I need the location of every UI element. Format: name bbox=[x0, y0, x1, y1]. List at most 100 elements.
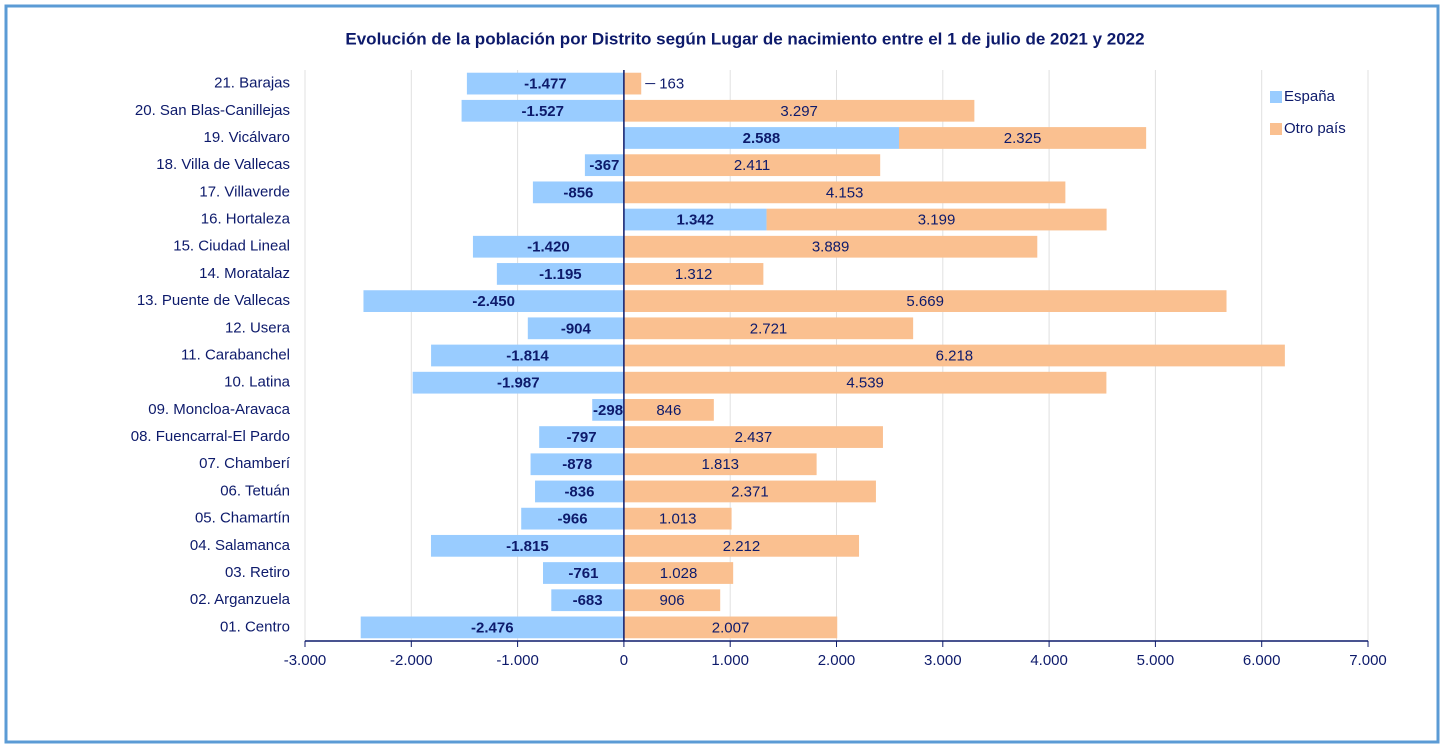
y-tick-label: 21. Barajas bbox=[214, 75, 290, 92]
y-tick-label: 07. Chamberí bbox=[199, 455, 291, 472]
data-label: 1.342 bbox=[676, 212, 714, 229]
bar bbox=[472, 235, 624, 258]
data-label: 2.325 bbox=[1004, 130, 1042, 147]
data-label: 163 bbox=[659, 76, 684, 93]
data-label: 2.721 bbox=[750, 320, 788, 337]
x-tick-label: 4.000 bbox=[1030, 652, 1068, 669]
y-tick-label: 20. San Blas-Canillejas bbox=[135, 102, 290, 119]
data-label: 4.153 bbox=[826, 184, 864, 201]
data-label: 1.312 bbox=[675, 266, 713, 283]
x-tick-label: -3.000 bbox=[284, 652, 327, 669]
bar bbox=[535, 480, 624, 503]
bar bbox=[623, 507, 732, 530]
data-label: 3.889 bbox=[812, 239, 850, 256]
data-label: -1.420 bbox=[527, 239, 570, 256]
data-label: 2.371 bbox=[731, 483, 769, 500]
bar bbox=[623, 534, 860, 557]
y-tick-label: 14. Moratalaz bbox=[199, 265, 290, 282]
y-tick-label: 17. Villaverde bbox=[199, 183, 290, 200]
bar bbox=[521, 507, 624, 530]
x-tick-label: -1.000 bbox=[496, 652, 539, 669]
bar bbox=[899, 127, 1147, 149]
y-tick-label: 10. Latina bbox=[224, 374, 291, 391]
data-label: -878 bbox=[562, 456, 592, 473]
y-tick-label: 06. Tetuán bbox=[220, 482, 290, 499]
y-tick-label: 18. Villa de Vallecas bbox=[156, 156, 290, 173]
bar bbox=[530, 453, 624, 476]
data-label: 3.297 bbox=[780, 103, 818, 120]
data-label: -797 bbox=[567, 429, 597, 446]
x-tick-label: 2.000 bbox=[818, 652, 856, 669]
data-label: -1.987 bbox=[497, 375, 540, 392]
bar bbox=[363, 290, 624, 312]
bar bbox=[623, 235, 1038, 258]
x-tick-label: 7.000 bbox=[1349, 652, 1387, 669]
x-tick-label: 1.000 bbox=[711, 652, 749, 669]
y-tick-label: 13. Puente de Vallecas bbox=[137, 292, 290, 309]
bar bbox=[360, 616, 624, 639]
bar bbox=[623, 399, 714, 421]
data-label: 906 bbox=[660, 592, 685, 609]
data-label: -2.476 bbox=[471, 619, 514, 636]
data-label: 2.588 bbox=[743, 130, 781, 147]
data-label: -2.450 bbox=[472, 293, 515, 310]
y-tick-label: 05. Chamartín bbox=[195, 510, 290, 527]
y-tick-label: 15. Ciudad Lineal bbox=[173, 238, 290, 255]
bar bbox=[623, 616, 838, 639]
data-label: 6.218 bbox=[936, 347, 974, 364]
data-label: 2.411 bbox=[734, 157, 770, 174]
bar bbox=[623, 99, 975, 122]
legend-swatch bbox=[1270, 123, 1282, 135]
legend-swatch bbox=[1270, 91, 1282, 103]
bar bbox=[430, 534, 624, 557]
bar bbox=[766, 208, 1107, 231]
x-tick-label: 5.000 bbox=[1137, 652, 1175, 669]
y-tick-label: 12. Usera bbox=[225, 319, 291, 336]
data-label: -367 bbox=[589, 157, 619, 174]
bar bbox=[623, 344, 1285, 367]
data-label: -966 bbox=[558, 511, 588, 528]
x-tick-label: -2.000 bbox=[390, 652, 433, 669]
x-tick-label: 0 bbox=[620, 652, 628, 669]
bar bbox=[431, 344, 624, 367]
data-label: 846 bbox=[656, 402, 681, 419]
bar bbox=[623, 317, 914, 340]
bar bbox=[623, 72, 642, 95]
data-label: 2.437 bbox=[735, 429, 773, 446]
bar bbox=[584, 154, 624, 177]
bar bbox=[623, 127, 900, 149]
y-tick-label: 01. Centro bbox=[220, 618, 290, 635]
bar bbox=[623, 426, 883, 448]
data-label: 1.813 bbox=[701, 456, 739, 473]
data-label: 4.539 bbox=[846, 375, 884, 392]
bar bbox=[412, 371, 624, 394]
chart-title: Evolución de la población por Distrito s… bbox=[345, 29, 1144, 48]
data-label: -683 bbox=[573, 592, 603, 609]
bar bbox=[592, 399, 624, 421]
y-tick-label: 03. Retiro bbox=[225, 564, 290, 581]
bar bbox=[623, 181, 1066, 204]
data-label: -904 bbox=[561, 320, 592, 337]
bar bbox=[623, 290, 1227, 312]
y-tick-label: 19. Vicálvaro bbox=[204, 129, 290, 146]
data-label: -298 bbox=[593, 402, 623, 419]
x-tick-label: 6.000 bbox=[1243, 652, 1281, 669]
bar bbox=[496, 263, 624, 285]
legend-label: España bbox=[1284, 88, 1336, 105]
bar bbox=[623, 154, 881, 177]
y-tick-label: 04. Salamanca bbox=[190, 537, 291, 554]
bar bbox=[539, 426, 624, 448]
bar bbox=[623, 480, 876, 503]
bar bbox=[527, 317, 624, 340]
data-label: 1.013 bbox=[659, 511, 697, 528]
data-label: -1.195 bbox=[539, 266, 582, 283]
data-label: 1.028 bbox=[660, 565, 698, 582]
data-label: 3.199 bbox=[918, 212, 956, 229]
y-tick-label: 09. Moncloa-Aravaca bbox=[148, 401, 290, 418]
legend-label: Otro país bbox=[1284, 120, 1346, 137]
bar bbox=[623, 562, 734, 584]
data-label: 2.007 bbox=[712, 619, 750, 636]
data-label: -761 bbox=[568, 565, 598, 582]
x-tick-label: 3.000 bbox=[924, 652, 962, 669]
